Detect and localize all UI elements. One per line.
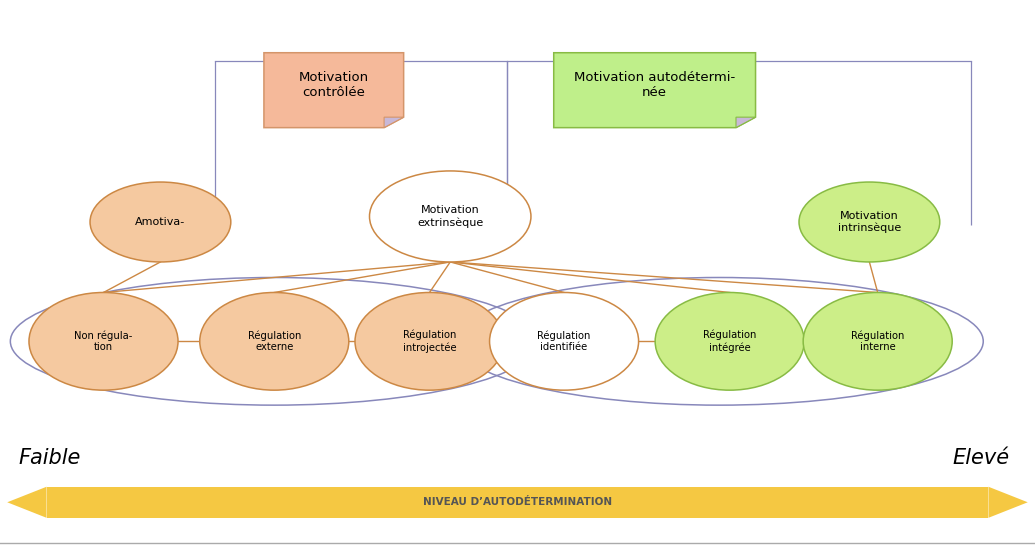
Polygon shape	[988, 487, 1028, 518]
Polygon shape	[384, 117, 404, 128]
Polygon shape	[554, 53, 756, 128]
Text: Régulation
identifiée: Régulation identifiée	[537, 330, 591, 352]
Text: Faible: Faible	[19, 448, 81, 468]
Text: Régulation
introjectée: Régulation introjectée	[403, 330, 456, 352]
Ellipse shape	[29, 292, 178, 390]
Ellipse shape	[799, 182, 940, 262]
Polygon shape	[7, 487, 47, 518]
Text: Régulation
intégrée: Régulation intégrée	[703, 330, 757, 352]
Text: Régulation
interne: Régulation interne	[851, 330, 905, 352]
Ellipse shape	[369, 171, 531, 262]
Text: Amotiva-: Amotiva-	[136, 217, 185, 227]
Polygon shape	[736, 117, 756, 128]
Text: Elevé: Elevé	[952, 448, 1009, 468]
Text: NIVEAU D’AUTODÉTERMINATION: NIVEAU D’AUTODÉTERMINATION	[423, 497, 612, 507]
Text: Motivation
contrôlée: Motivation contrôlée	[299, 71, 368, 99]
Text: Motivation autodétermi-
née: Motivation autodétermi- née	[574, 71, 735, 99]
Ellipse shape	[200, 292, 349, 390]
Ellipse shape	[355, 292, 504, 390]
Ellipse shape	[655, 292, 804, 390]
Ellipse shape	[803, 292, 952, 390]
Text: Non régula-
tion: Non régula- tion	[75, 330, 132, 352]
Text: Régulation
externe: Régulation externe	[247, 330, 301, 352]
Text: Motivation
intrinsèque: Motivation intrinsèque	[837, 211, 901, 233]
Ellipse shape	[90, 182, 231, 262]
Polygon shape	[47, 487, 988, 518]
Ellipse shape	[490, 292, 639, 390]
Text: Motivation
extrinsèque: Motivation extrinsèque	[417, 205, 483, 228]
Polygon shape	[264, 53, 404, 128]
